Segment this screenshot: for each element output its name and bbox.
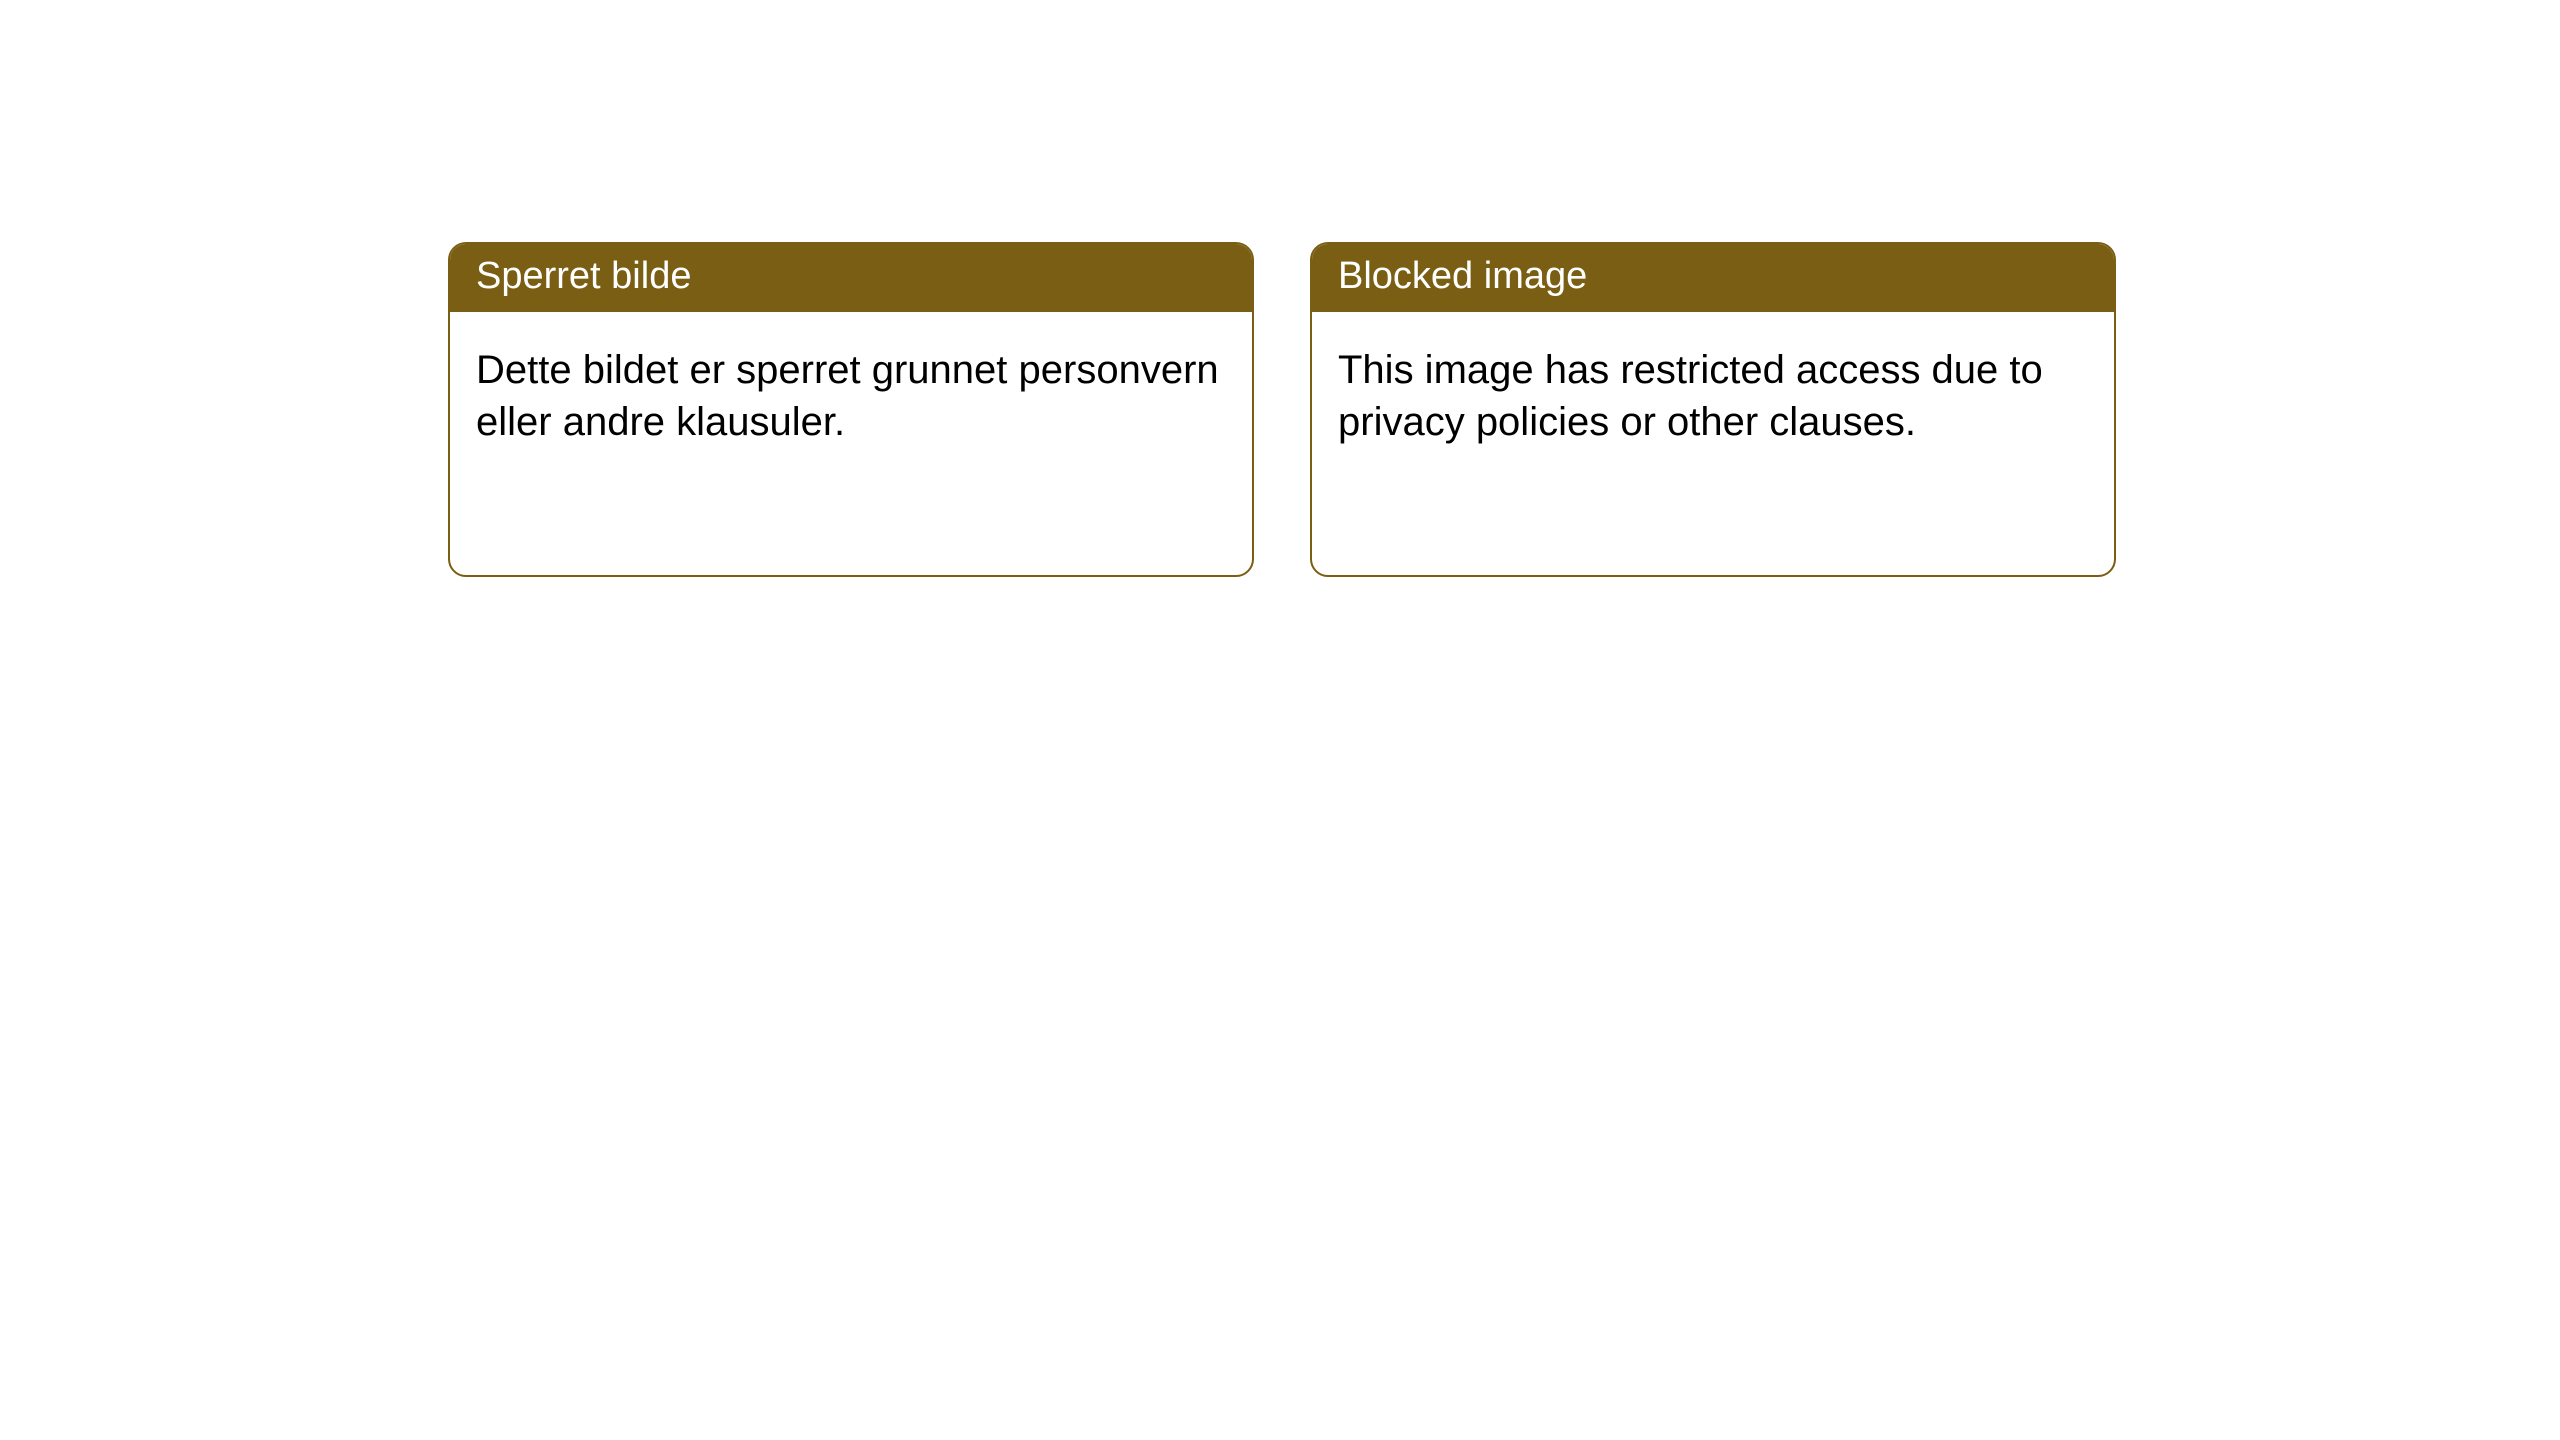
card-body-no: Dette bildet er sperret grunnet personve… [450, 312, 1252, 476]
notice-cards-container: Sperret bilde Dette bildet er sperret gr… [0, 0, 2560, 577]
card-body-en: This image has restricted access due to … [1312, 312, 2114, 476]
card-header-en: Blocked image [1312, 244, 2114, 312]
card-header-no: Sperret bilde [450, 244, 1252, 312]
blocked-image-card-en: Blocked image This image has restricted … [1310, 242, 2116, 577]
blocked-image-card-no: Sperret bilde Dette bildet er sperret gr… [448, 242, 1254, 577]
